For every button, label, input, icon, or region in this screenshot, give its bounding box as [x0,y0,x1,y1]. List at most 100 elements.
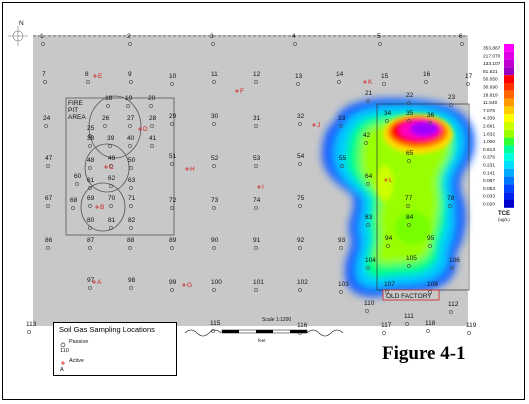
passive-sample-label: 80 [87,217,95,224]
passive-point-icon [75,182,79,186]
passive-sample-point: 33 [338,115,346,128]
passive-sample-point: 16 [423,71,431,84]
passive-sample-label: 63 [128,177,136,184]
passive-point-icon [449,310,453,314]
fire-pit-area: FIRE PIT AREA [65,95,175,236]
passive-point-icon [88,144,92,148]
passive-point-icon [364,141,368,145]
passive-sample-point: 82 [128,217,136,230]
scale-bar [184,329,344,337]
colorbar-swatch [504,161,514,169]
passive-sample-label: 72 [169,197,177,204]
passive-sample-label: 16 [423,71,431,78]
passive-sample-label: 68 [70,197,78,204]
colorbar-swatch [504,44,514,52]
passive-sample-label: 2 [127,33,131,40]
passive-sample-point: 50 [128,157,136,170]
passive-sample-point: 47 [45,155,53,168]
passive-sample-point: 73 [211,197,219,210]
passive-sample-label: 29 [169,113,177,120]
passive-sample-label: 117 [381,322,392,329]
passive-sample-point: 9 [128,71,133,84]
passive-sample-label: 25 [87,125,95,132]
passive-point-icon [88,134,92,138]
passive-sample-point: 34 [384,110,392,123]
passive-sample-label: 54 [297,153,305,160]
colorbar-swatch [504,176,514,185]
passive-sample-point: 6 [459,33,464,46]
passive-sample-point: 7 [42,71,47,84]
passive-point-icon [129,166,133,170]
passive-sample-point: 39 [107,135,115,148]
active-sample-label: C [109,164,114,171]
passive-point-icon [212,164,216,168]
colorbar-value: 0.613 [483,147,495,153]
passive-sample-label: 111 [404,313,414,320]
colorbar-value: 0.053 [483,186,495,192]
passive-point-icon [385,290,389,294]
passive-sample-point: 26 [102,115,110,128]
passive-sample-label: 118 [425,320,436,327]
passive-sample-label: 6 [459,33,463,40]
passive-sample-label: 78 [447,195,455,202]
passive-point-icon [298,288,302,292]
passive-sample-label: 13 [295,73,303,80]
active-sample-label: E [98,73,103,80]
passive-sample-label: 103 [338,281,349,288]
passive-sample-label: 49 [108,155,116,162]
active-sample-label: G [187,282,192,289]
passive-sample-label: 32 [297,113,305,120]
passive-sample-label: 20 [148,95,156,102]
passive-sample-point: 35 [406,110,414,123]
passive-point-icon [129,186,133,190]
passive-point-icon [339,290,343,294]
active-sample-point: G [182,282,192,289]
passive-sample-point: 3 [210,33,215,46]
passive-point-icon [254,246,258,250]
passive-sample-label: 24 [43,115,51,122]
legend-active-example: A [60,367,64,373]
passive-sample-point: 91 [253,237,261,250]
passive-sample-label: 61 [87,177,95,184]
passive-point-icon [366,266,370,270]
active-sample-label: B [100,204,104,211]
passive-point-icon [88,204,92,208]
colorbar-swatch [504,122,514,130]
passive-point-icon [106,104,110,108]
passive-sample-point: 30 [211,113,219,126]
colorbar-value: 353.887 [483,46,501,52]
passive-sample-label: 5 [377,33,381,40]
colorbar-value: 50.050 [483,77,498,83]
passive-point-icon [212,80,216,84]
colorbar-value: 0.376 [483,155,495,161]
passive-sample-point: 29 [169,113,177,126]
passive-sample-label: 35 [406,110,414,117]
passive-sample-label: 40 [127,135,135,142]
passive-sample-label: 91 [253,237,261,244]
passive-sample-label: 70 [108,195,116,202]
passive-sample-label: 75 [297,195,305,202]
passive-point-icon [254,164,258,168]
passive-point-icon [339,124,343,128]
passive-sample-label: 84 [406,214,414,221]
passive-point-icon [298,162,302,166]
active-sample-label: H [190,166,195,173]
passive-sample-label: 17 [465,73,473,80]
passive-sample-point: 13 [295,73,303,86]
colorbar-swatch [504,98,514,107]
colorbar-value: 2.661 [483,124,495,130]
active-sample-point: C [104,164,114,171]
passive-sample-label: 9 [128,71,132,78]
passive-sample-label: 53 [253,155,261,162]
passive-sample-point: 28 [149,115,157,128]
legend-passive-example: 110 [60,348,69,354]
passive-sample-label: 12 [253,71,261,78]
passive-sample-point: 49 [108,155,116,168]
passive-sample-point: 112 [448,301,459,314]
passive-sample-label: 93 [338,237,346,244]
legend-title: Soil Gas Sampling Locations [59,325,155,334]
passive-sample-label: 19 [125,95,133,102]
passive-sample-label: 89 [169,237,177,244]
passive-point-icon [27,330,31,334]
passive-point-icon [150,124,154,128]
